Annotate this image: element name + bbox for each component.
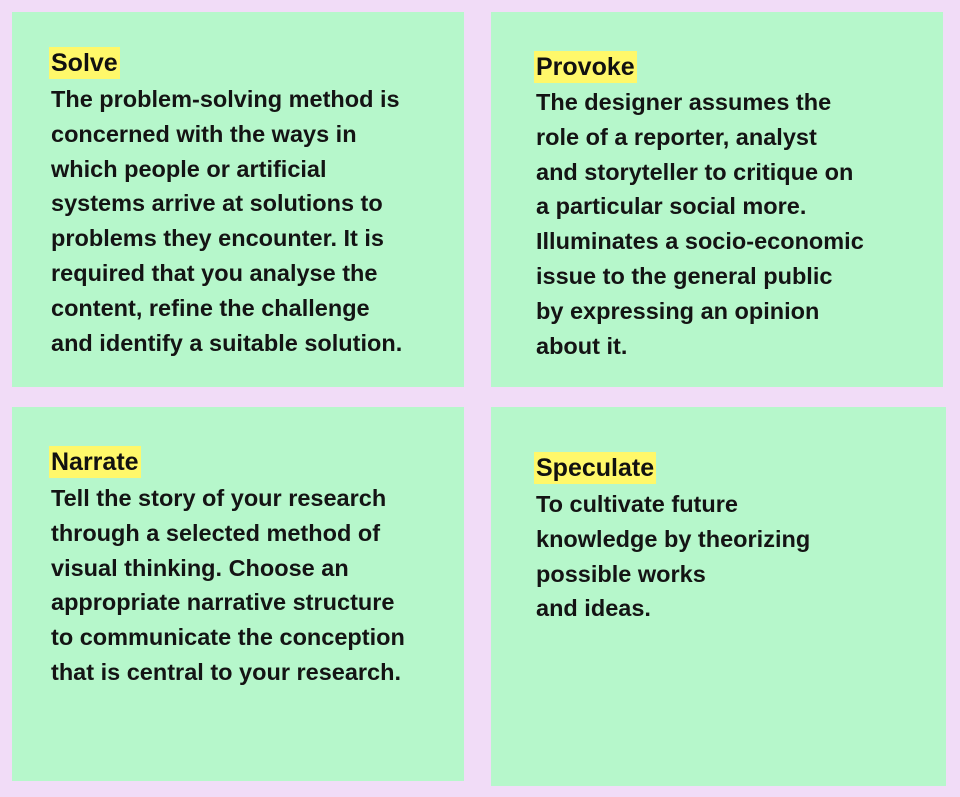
card-title: Narrate	[49, 446, 141, 478]
card-text: Tell the story of your research through …	[51, 485, 405, 685]
card-title: Provoke	[534, 51, 637, 83]
card-solve: Solve The problem-solving method is conc…	[12, 12, 464, 387]
card-narrate: Narrate Tell the story of your research …	[12, 407, 464, 781]
card-text: The designer assumes the role of a repor…	[536, 89, 864, 359]
card-title: Speculate	[534, 452, 657, 484]
card-text: To cultivate future knowledge by theoriz…	[536, 491, 811, 622]
card-text: The problem-solving method is concerned …	[51, 86, 403, 356]
card-provoke: Provoke The designer assumes the role of…	[491, 12, 943, 387]
card-title: Solve	[49, 47, 120, 79]
card-speculate: Speculate To cultivate future knowledge …	[491, 407, 946, 786]
